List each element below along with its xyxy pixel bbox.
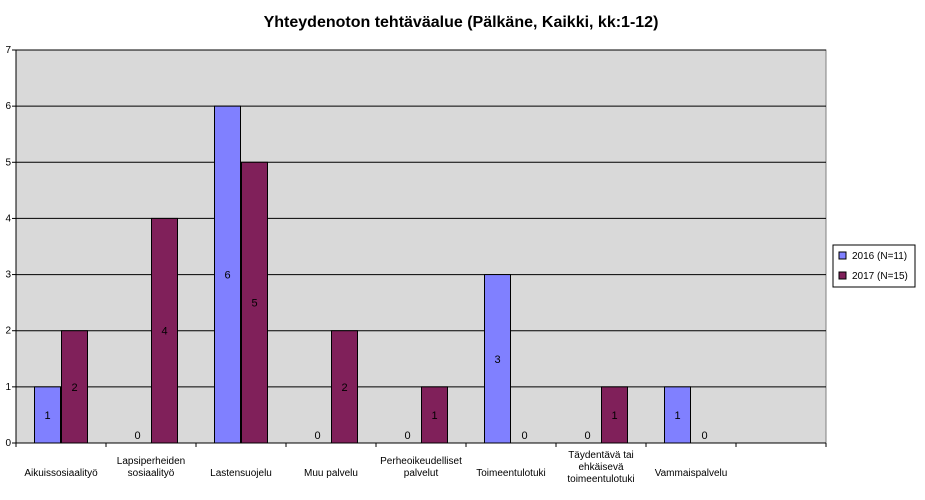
data-label: 1 [44, 410, 50, 422]
bar-series2 [331, 330, 358, 444]
data-label: 0 [521, 430, 527, 442]
y-tick-label: 5 [5, 157, 11, 168]
data-label: 0 [701, 430, 707, 442]
data-label: 4 [161, 326, 167, 338]
x-category-label-line: Aikuissosiaalityö [24, 468, 98, 479]
x-category-label: Lapsiperheiden sosiaalityö [117, 456, 185, 479]
plot-background [15, 49, 827, 444]
y-tick-label: 1 [5, 382, 11, 393]
legend-swatch [838, 271, 847, 280]
x-category-label-line: Vammaispalvelu [655, 468, 728, 479]
x-category-label-line: toimeentulotuki [567, 474, 634, 485]
data-label: 5 [251, 298, 257, 310]
x-category-label-line: Lapsiperheiden [117, 456, 185, 467]
x-category-label-line: Toimeentulotuki [476, 468, 545, 479]
x-category-label-line: sosiaalityö [128, 468, 175, 479]
data-label: 0 [584, 430, 590, 442]
y-tick-label: 0 [5, 438, 11, 449]
bar-series2 [601, 386, 628, 444]
x-category-label: Lastensuojelu [210, 468, 272, 479]
legend-swatch [838, 251, 847, 260]
y-tick-label: 3 [5, 270, 11, 281]
y-tick-label: 6 [5, 101, 11, 112]
chart-title: Yhteydenoton tehtäväalue (Pälkäne, Kaikk… [264, 14, 659, 31]
data-label: 2 [71, 382, 77, 394]
x-category-label: Täydentävä tai ehkäisevä toimeentulotuki [567, 450, 634, 485]
data-label: 0 [134, 430, 140, 442]
bar-series1 [34, 386, 61, 444]
data-label: 0 [404, 430, 410, 442]
legend-label: 2016 (N=11) [852, 251, 907, 262]
bar-series2 [421, 386, 448, 444]
legend-box [832, 244, 916, 288]
bar-series1 [214, 105, 241, 444]
bar-series2 [241, 161, 268, 444]
data-label: 1 [431, 410, 437, 422]
bar-series1 [484, 274, 511, 444]
x-category-label-line: Lastensuojelu [210, 468, 272, 479]
data-label: 0 [314, 430, 320, 442]
x-category-label-line: Täydentävä tai [568, 450, 634, 461]
data-label: 2 [341, 382, 347, 394]
data-label: 1 [674, 410, 680, 422]
legend: 2016 (N=11) 2017 (N=15) [832, 244, 916, 288]
bar-series2 [61, 330, 88, 444]
y-tick-label: 4 [5, 213, 11, 224]
bar-series2 [151, 217, 178, 444]
x-category-label-line: Muu palvelu [304, 468, 358, 479]
x-category-label: Toimeentulotuki [476, 468, 545, 479]
y-tick-label: 7 [5, 45, 11, 56]
x-category-label-line: palvelut [404, 468, 439, 479]
x-category-label: Perheoikeudelliset palvelut [380, 456, 462, 479]
plot-area: 0 1 2 3 4 5 6 7 1 2 Aikuissosiaalityö 0 4 Lapsiperhei… [5, 45, 827, 485]
x-category-label: Vammaispalvelu [655, 468, 728, 479]
data-label: 1 [611, 410, 617, 422]
y-tick-label: 2 [5, 326, 11, 337]
x-category-label-line: Perheoikeudelliset [380, 456, 462, 467]
x-category-label: Muu palvelu [304, 468, 358, 479]
data-label: 6 [224, 270, 230, 282]
x-category-label: Aikuissosiaalityö [24, 468, 98, 479]
x-category-label-line: ehkäisevä [578, 462, 623, 473]
data-label: 3 [494, 354, 500, 366]
bar-series1 [664, 386, 691, 444]
legend-label: 2017 (N=15) [852, 271, 908, 282]
